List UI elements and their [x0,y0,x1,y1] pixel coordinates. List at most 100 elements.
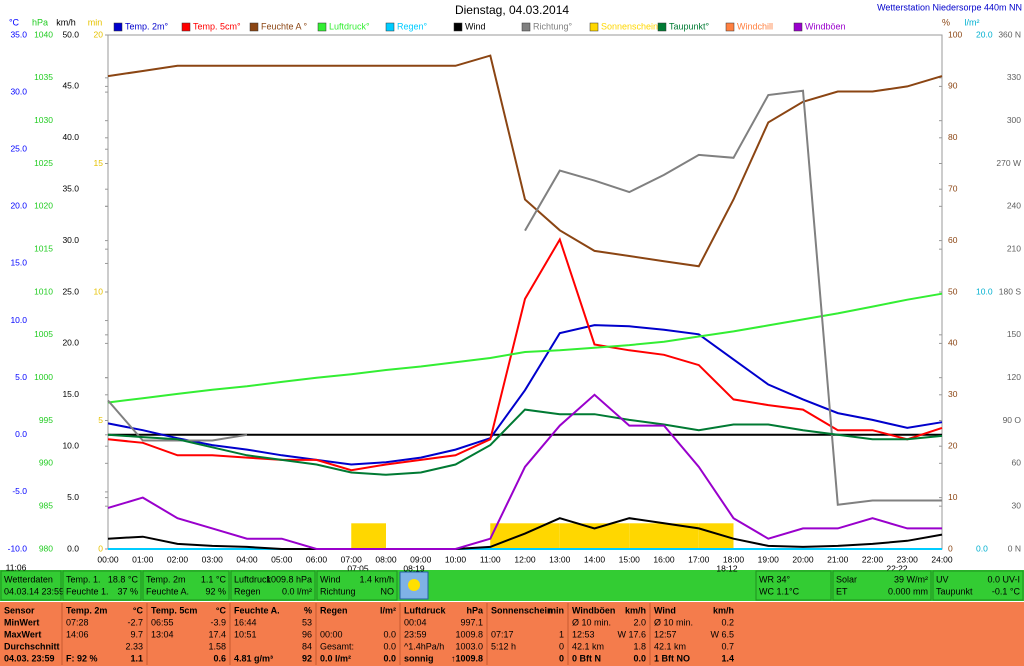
y-tick-label: 20 [94,29,104,39]
y-tick-label: 0 N [1008,543,1021,553]
y-tick-label: 20 [948,440,958,450]
stats-header: hPa [466,605,484,615]
stats-panel [0,602,1024,666]
stats-cell: 1 Bft NO [654,653,690,663]
stats-cell: 1.1 [130,653,143,663]
x-tick-label: 24:00 [931,554,953,564]
stats-cell: 12:53 [572,629,595,639]
y-tick-label: 50 [948,286,958,296]
stats-header: Sonnenschein [491,605,553,615]
stats-cell: 13:04 [151,629,174,639]
x-tick-label: 22:00 [862,554,884,564]
status-text: 39 W/m² [894,574,928,584]
y-tick-label: 990 [39,458,53,468]
stats-cell: 00:04 [404,617,427,627]
stats-cell: 0 Bft N [572,653,601,663]
stats-cell: 0.0 [383,641,396,651]
chart-title: Dienstag, 04.03.2014 [455,3,569,17]
x-tick-label: 14:00 [584,554,606,564]
x-tick-label: 15:00 [619,554,641,564]
stats-header: Regen [320,605,348,615]
stats-header: Feuchte A. [234,605,280,615]
legend-swatch [249,22,259,32]
legend-swatch [181,22,191,32]
x-tick-label: 23:00 [897,554,919,564]
stats-cell: 0 [559,653,564,663]
y-tick-label: -10.0 [8,543,28,553]
stats-cell: 42.1 km [654,641,686,651]
series-line [107,237,943,472]
y-tick-label: 120 [1007,372,1021,382]
status-text: Temp. 1. [66,574,101,584]
stats-cell: 9.7 [130,629,143,639]
legend-label: Richtung° [533,21,573,31]
y-tick-label: 1040 [34,29,53,39]
status-text: UV [936,574,949,584]
y-tick-label: 15.0 [10,258,27,268]
status-cell [316,570,398,601]
stats-cell: 0.0 [383,653,396,663]
y-tick-label: 360 N [998,29,1021,39]
y-tick-label: 985 [39,500,53,510]
stats-header: Windböen [572,605,615,615]
sunshine-bar [629,523,664,549]
stats-cell: 07:17 [491,629,514,639]
y-tick-label: 30.0 [62,235,79,245]
status-text: 1.4 km/h [359,574,394,584]
stats-row-label: Durchschnitt [4,641,60,651]
status-text: Temp. 2m [146,574,186,584]
y-tick-label: 50.0 [62,29,79,39]
stats-cell: 1.58 [208,641,226,651]
y-tick-label: 1005 [34,329,53,339]
x-tick-label: 18:00 [723,554,745,564]
y-tick-label: 90 [948,81,958,91]
status-text: 92 % [205,586,226,596]
stats-cell: 0.0 l/m² [320,653,351,663]
x-tick-label: 10:00 [445,554,467,564]
y-tick-label: 30 [948,389,958,399]
y-tick-label: 980 [39,543,53,553]
y-tick-label: 1015 [34,243,53,253]
axis-unit: % [942,17,950,27]
status-text: Wetterdaten [4,574,53,584]
y-tick-label: 15 [94,158,104,168]
y-tick-label: 20.0 [62,338,79,348]
legend-label: Sonnenschein [601,21,658,31]
stats-cell: 1.4 [721,653,734,663]
y-tick-label: 210 [1007,243,1021,253]
stats-cell: 92 [302,653,312,663]
stats-cell: W 6.5 [710,629,734,639]
status-text: Wind [320,574,341,584]
legend-swatch [385,22,395,32]
y-tick-label: 0.0 [15,429,27,439]
axis-unit: km/h [56,17,76,27]
station-name: Wetterstation Niedersorpe 440m NN [877,2,1022,12]
y-tick-label: 5.0 [15,372,27,382]
status-text: 0.000 mm [888,586,928,596]
status-text: Feuchte A. [146,586,189,596]
y-tick-label: 0 [98,543,103,553]
stats-cell: W 17.6 [617,629,646,639]
stats-cell: 12:57 [654,629,677,639]
stats-cell: 0 [559,641,564,651]
stats-cell: 0.0 [633,653,646,663]
x-tick-label: 03:00 [202,554,224,564]
x-tick-label: 05:00 [271,554,293,564]
y-tick-label: 0.0 [67,543,79,553]
y-tick-label: 45.0 [62,81,79,91]
x-tick-label: 20:00 [792,554,814,564]
stats-header: km/h [625,605,646,615]
y-tick-label: 10.0 [10,315,27,325]
status-text: 04.03.14 23:59 [4,586,64,596]
legend-label: Wind [465,21,486,31]
x-tick-label: 09:00 [410,554,432,564]
stats-cell: 5:12 h [491,641,516,651]
y-tick-label: 30.0 [10,86,27,96]
stats-cell: 1003.0 [455,641,483,651]
y-tick-label: 10.0 [62,440,79,450]
y-tick-label: 60 [948,235,958,245]
x-tick-label: 11:00 [480,554,501,564]
status-text: Feuchte 1. [66,586,109,596]
y-tick-label: 5.0 [67,492,79,502]
